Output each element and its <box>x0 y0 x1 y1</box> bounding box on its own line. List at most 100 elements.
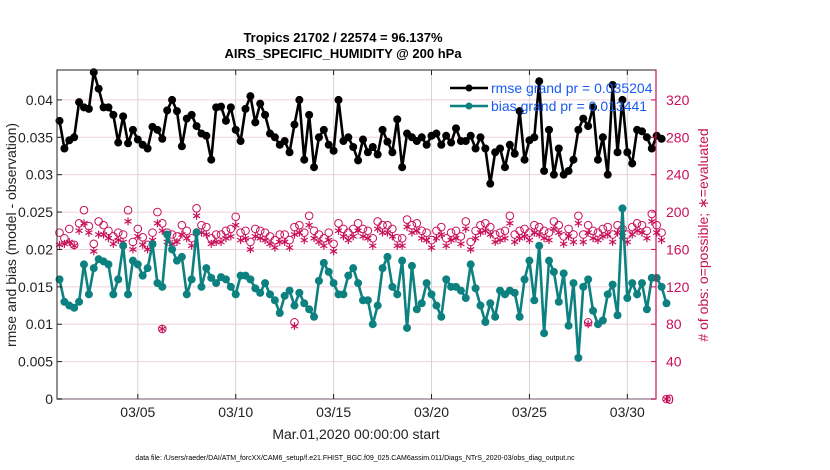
possible-obs-marker <box>373 217 382 226</box>
possible-obs-marker <box>192 204 201 213</box>
possible-obs-marker <box>153 207 162 217</box>
rmse-point <box>168 95 177 104</box>
rmse-point <box>496 144 505 153</box>
rmse-point <box>236 137 245 146</box>
bias-point <box>510 288 519 297</box>
bias-point <box>314 276 323 285</box>
evaluated-obs-marker <box>251 232 260 241</box>
possible-obs-marker <box>505 211 515 221</box>
bias-point <box>545 256 553 265</box>
rmse-point <box>221 116 230 125</box>
bias-point <box>476 301 485 310</box>
rmse-line <box>58 70 663 185</box>
possible-obs-marker <box>79 205 89 215</box>
rmse-point <box>119 112 128 121</box>
bias-point <box>554 297 563 306</box>
rmse-point <box>202 131 211 140</box>
evaluated-obs-marker <box>550 224 558 233</box>
rmse-point <box>589 103 598 112</box>
possible-obs-marker <box>530 220 539 230</box>
evaluated-obs-marker <box>383 228 392 237</box>
evaluated-obs-marker <box>182 234 191 243</box>
possible-obs-marker <box>128 237 138 247</box>
bias-point <box>383 252 392 261</box>
bias-point <box>407 261 416 270</box>
bias-point <box>569 279 578 288</box>
bias-point <box>662 299 671 308</box>
bias-point <box>378 264 387 273</box>
rmse-point <box>70 133 79 142</box>
evaluated-obs-marker <box>388 232 397 241</box>
possible-obs-marker <box>632 218 642 228</box>
possible-obs-marker <box>603 222 613 232</box>
rmse-point <box>510 149 519 158</box>
rmse-point <box>378 125 387 134</box>
bias-point <box>104 260 113 269</box>
rmse-point <box>104 103 113 112</box>
evaluated-obs-marker <box>466 245 475 254</box>
rmse-point <box>314 133 323 142</box>
legend: rmse grand pr = 0.035204 bias grand pr =… <box>450 80 653 114</box>
bias-point <box>344 271 353 280</box>
possible-obs-marker <box>74 218 84 228</box>
evaluated-obs-marker <box>85 228 93 237</box>
evaluated-obs-marker <box>491 237 499 246</box>
y-tick-label: 0.005 <box>18 354 53 370</box>
evaluated-obs-marker <box>368 241 377 250</box>
possible-obs-marker <box>549 217 559 226</box>
bias-point <box>163 230 172 239</box>
possible-obs-marker <box>397 233 407 243</box>
rmse-point <box>437 140 446 149</box>
rmse-point <box>207 155 216 164</box>
evaluated-obs-marker <box>403 223 411 232</box>
evaluated-obs-marker <box>236 236 245 245</box>
bias-point <box>177 252 186 261</box>
bias-point <box>295 288 304 297</box>
evaluated-obs-marker <box>104 234 113 243</box>
bias-point <box>75 297 84 306</box>
bias-point <box>613 311 622 320</box>
rmse-point <box>554 144 563 153</box>
possible-obs-marker <box>657 228 666 237</box>
bias-point <box>491 312 500 321</box>
possible-obs-marker <box>613 220 622 230</box>
x-tick-label: 03/05 <box>120 404 155 420</box>
possible-obs-marker <box>500 226 510 236</box>
possible-obs-marker <box>113 228 123 237</box>
evaluated-obs-marker <box>393 241 402 250</box>
bias-point <box>398 256 407 265</box>
y2-tick-label: 240 <box>666 167 690 183</box>
rmse-point <box>329 146 338 155</box>
x-axis-label: Mar.01,2020 00:00:00 start <box>272 426 439 442</box>
evaluated-obs-marker <box>530 228 539 237</box>
bias-point <box>324 267 333 276</box>
evaluated-obs-marker <box>207 239 216 248</box>
evaluated-obs-marker <box>80 219 88 228</box>
evaluated-obs-marker <box>442 241 451 250</box>
rmse-point <box>584 122 593 131</box>
possible-obs-marker <box>446 228 456 237</box>
rmse-point <box>657 134 666 143</box>
bias-point <box>549 267 558 276</box>
rmse-point <box>642 133 651 142</box>
bias-point <box>642 305 651 314</box>
possible-obs-marker <box>534 222 544 232</box>
rmse-point <box>172 107 181 116</box>
bias-point <box>412 305 421 314</box>
y-tick-label: 0.01 <box>26 316 53 332</box>
evaluated-obs-marker <box>89 247 98 256</box>
rmse-point <box>638 127 647 136</box>
bias-point <box>70 303 79 312</box>
bias-point <box>638 279 647 288</box>
evaluated-obs-marker <box>652 228 661 237</box>
possible-obs-marker <box>187 233 196 243</box>
possible-obs-marker <box>520 224 529 234</box>
evaluated-obs-marker <box>266 239 274 248</box>
bias-point <box>589 306 598 315</box>
evaluated-obs-marker <box>584 320 592 329</box>
bias-point <box>461 294 470 303</box>
evaluated-obs-marker <box>178 230 186 239</box>
rmse-point <box>476 133 485 142</box>
evaluated-obs-marker <box>310 234 318 243</box>
